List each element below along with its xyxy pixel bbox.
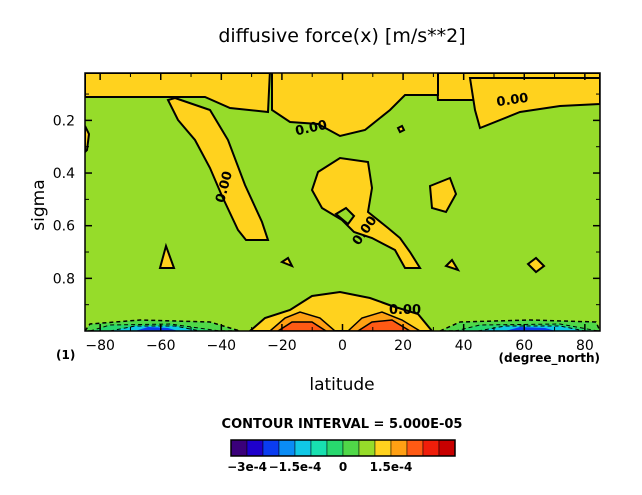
- colorbar-swatch: [374, 439, 392, 457]
- peak-positive-south: [276, 321, 328, 331]
- chart-title: diffusive force(x) [m/s**2]: [218, 25, 465, 47]
- colorbar-tick-label: 1.5e-4: [370, 460, 413, 474]
- colorbar-swatch: [406, 439, 424, 457]
- positive-islet-2: [279, 256, 295, 268]
- colorbar: −3e-4 −1.5e-4 0 1.5e-4: [227, 439, 456, 474]
- negative-surface-north-4: [505, 327, 556, 331]
- negative-hole-center: [334, 206, 356, 226]
- colorbar-tick-label: −3e-4: [227, 460, 267, 474]
- colorbar-frame: [230, 439, 456, 457]
- colorbar-swatch: [278, 439, 296, 457]
- positive-islet-5: [396, 124, 406, 134]
- contour-label-2: 0.00: [496, 91, 530, 110]
- positive-edge-west: [85, 125, 91, 154]
- positive-islet-4: [526, 256, 546, 274]
- colorbar-swatch: [438, 439, 456, 457]
- positive-region-top: [271, 73, 439, 138]
- contour-interval-label: CONTOUR INTERVAL = 5.000E-05: [222, 417, 463, 432]
- positive-blob-east: [428, 176, 458, 214]
- x-tick-label: 40: [455, 338, 473, 354]
- x-tick-label: −60: [146, 338, 176, 354]
- colorbar-swatch: [230, 439, 248, 457]
- colorbar-swatch: [310, 439, 328, 457]
- colorbar-swatch: [262, 439, 280, 457]
- contour-label-5: 0.00: [389, 303, 421, 318]
- x-tick-label: 80: [576, 338, 594, 354]
- x-tick-label: 0: [338, 338, 347, 354]
- contour-label-1: 0.00: [294, 118, 328, 139]
- peak-positive-north: [356, 319, 412, 331]
- positive-region-north: [468, 77, 600, 130]
- colorbar-swatch: [246, 439, 264, 457]
- positive-islet-1: [158, 242, 176, 269]
- x-tick-label: 20: [394, 338, 412, 354]
- positive-islet-3: [444, 258, 461, 272]
- corner-label: (1): [56, 348, 75, 362]
- positive-center-blob: [310, 156, 422, 269]
- x-axis: −80 −60 −40 −20 0 20 40 60 80: [85, 73, 594, 354]
- colorbar-tick-label: 0: [339, 460, 347, 474]
- colorbar-swatch: [294, 439, 312, 457]
- y-tick-label: 0.4: [53, 166, 75, 182]
- colorbar-tick-label: −1.5e-4: [269, 460, 322, 474]
- positive-tongue-south: [166, 96, 270, 241]
- colorbar-swatch: [422, 439, 440, 457]
- y-axis: 0.2 0.4 0.6 0.8: [53, 93, 600, 306]
- x-tick-label: −20: [267, 338, 297, 354]
- x-tick-label: −40: [207, 338, 237, 354]
- x-tick-label: 60: [515, 338, 533, 354]
- y-tick-label: 0.2: [53, 113, 75, 129]
- colorbar-swatch: [358, 439, 376, 457]
- x-tick-label: −80: [85, 338, 115, 354]
- colorbar-swatch: [342, 439, 360, 457]
- y-tick-label: 0.8: [53, 271, 75, 287]
- y-tick-label: 0.6: [53, 219, 75, 235]
- x-axis-unit: (degree_north): [499, 351, 600, 366]
- colorbar-swatch: [390, 439, 408, 457]
- negative-surface-south-4: [135, 327, 178, 331]
- y-axis-label: sigma: [29, 179, 49, 230]
- colorbar-swatch: [326, 439, 344, 457]
- plot-area: [85, 73, 600, 331]
- x-axis-label: latitude: [309, 375, 374, 395]
